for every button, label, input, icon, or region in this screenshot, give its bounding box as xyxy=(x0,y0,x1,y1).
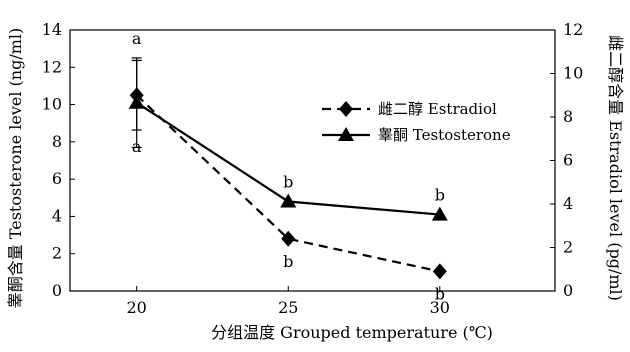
legend-item: 雌二醇 Estradiol xyxy=(322,100,497,118)
plot-frame xyxy=(69,29,556,292)
diamond-marker xyxy=(281,230,296,247)
series-layer: a a b b b b xyxy=(128,29,448,303)
left-tick-label: 8 xyxy=(52,132,62,151)
legend-label: 雌二醇 Estradiol xyxy=(378,100,497,118)
right-tick-label: 2 xyxy=(563,238,573,257)
x-tick-label: 20 xyxy=(127,298,147,317)
right-tick-label: 12 xyxy=(563,20,583,39)
annotations: a a b b b b xyxy=(132,29,445,303)
x-tick-label: 25 xyxy=(278,298,298,317)
legend-triangle-marker xyxy=(338,127,354,141)
series-estradiol xyxy=(129,59,447,280)
x-axis-title: 分组温度 Grouped temperature (℃) xyxy=(211,323,493,342)
left-tick-label: 14 xyxy=(42,20,62,39)
y-axis-title-right: 雌二醇含量 Estradiol level (pg/ml) xyxy=(606,35,625,301)
significance-label: b xyxy=(283,252,293,271)
y-axis-title-left: 睾酮含量 Testosterone level (ng/ml) xyxy=(6,28,25,309)
legend-diamond-marker xyxy=(339,101,353,117)
right-tick-label: 8 xyxy=(563,107,573,126)
right-tick-label: 4 xyxy=(563,194,573,213)
left-tick-label: 2 xyxy=(52,244,62,263)
left-tick-label: 10 xyxy=(42,95,62,114)
left-tick-label: 0 xyxy=(52,281,62,300)
right-tick-label: 0 xyxy=(563,281,573,300)
triangle-marker xyxy=(280,193,297,208)
x-tick-label: 30 xyxy=(430,298,450,317)
right-tick-label: 10 xyxy=(563,64,583,83)
significance-label: b xyxy=(435,284,445,303)
diamond-marker xyxy=(432,263,447,280)
series-testosterone xyxy=(128,57,448,221)
legend: 雌二醇 Estradiol 睾酮 Testosterone xyxy=(322,100,511,144)
axes: 0 2 4 6 8 10 12 14 0 2 4 6 8 10 12 20 25 30 xyxy=(42,20,584,317)
left-tick-label: 6 xyxy=(52,169,62,188)
triangle-marker xyxy=(431,206,448,221)
significance-label: a xyxy=(132,137,142,156)
significance-label: b xyxy=(283,173,293,192)
legend-item: 睾酮 Testosterone xyxy=(322,126,511,144)
legend-label: 睾酮 Testosterone xyxy=(378,126,511,144)
right-tick-label: 6 xyxy=(563,151,573,170)
left-tick-label: 12 xyxy=(42,57,62,76)
left-tick-label: 4 xyxy=(52,206,62,225)
triangle-marker xyxy=(128,94,145,109)
significance-label: b xyxy=(435,186,445,205)
significance-label: a xyxy=(132,29,142,48)
